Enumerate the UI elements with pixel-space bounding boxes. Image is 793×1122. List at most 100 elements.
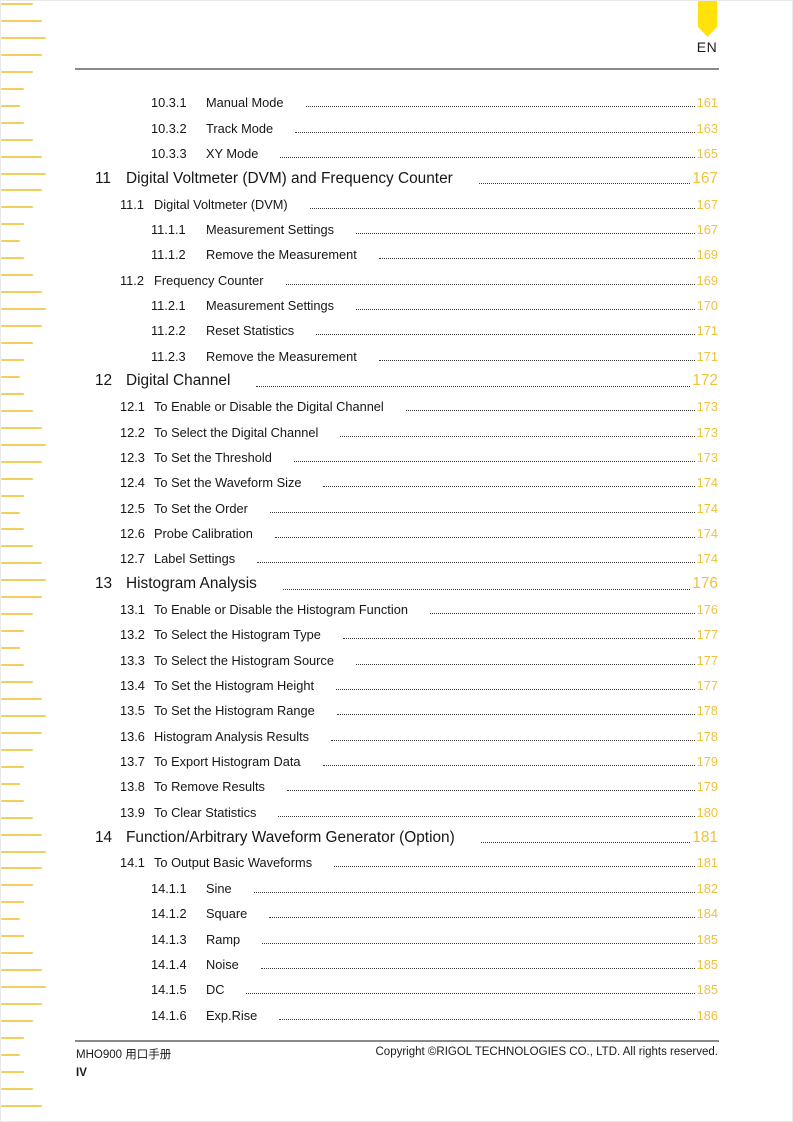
toc-entry-number: 13.6: [120, 728, 145, 744]
toc-entry[interactable]: 11.1 Digital Voltmeter (DVM) 167: [76, 191, 718, 216]
toc-entry[interactable]: 12.1 To Enable or Disable the Digital Cha…: [76, 394, 718, 419]
toc-entry-title: Measurement Settings: [206, 221, 335, 237]
toc-entry-page: 179: [696, 779, 718, 795]
dot-leader: [262, 942, 695, 944]
toc-entry[interactable]: 14.1 To Output Basic Waveforms 181: [76, 850, 718, 875]
edge-mark: [1, 782, 20, 785]
toc-entry-page: 184: [696, 906, 718, 922]
toc-entry[interactable]: 13.8 To Remove Results 179: [76, 774, 718, 799]
toc-entry[interactable]: 14.1.2 Square 184: [76, 901, 718, 926]
toc-entry[interactable]: 11.1.1 Measurement Settings 167: [76, 217, 718, 242]
toc-entry[interactable]: 10.3.3 XY Mode 165: [76, 141, 718, 166]
toc-entry[interactable]: 14.1.4 Noise 185: [76, 952, 718, 977]
toc-entry[interactable]: 10.3.1 Manual Mode 161: [76, 90, 718, 115]
dot-leader: [378, 359, 695, 361]
toc-entry[interactable]: 13.6 Histogram Analysis Results 178: [76, 724, 718, 749]
dot-leader: [342, 638, 695, 640]
toc-entry-page: 171: [696, 323, 718, 339]
dot-leader: [260, 967, 695, 969]
toc-entry[interactable]: 14.1.1 Sine 182: [76, 876, 718, 901]
toc-entry[interactable]: 12.7 Label Settings 174: [76, 546, 718, 571]
toc-entry[interactable]: 14.1.5 DC 185: [76, 977, 718, 1002]
toc-entry-title: Square: [206, 906, 248, 922]
edge-mark: [1, 1053, 20, 1056]
toc-entry[interactable]: 13 Histogram Analysis 176: [76, 572, 718, 597]
toc-entry-title: To Select the Histogram Type: [154, 627, 321, 643]
edge-mark: [1, 375, 20, 378]
dot-leader: [278, 815, 695, 817]
edge-mark: [1, 748, 33, 751]
toc-entry-title: Digital Voltmeter (DVM) and Frequency Co…: [126, 169, 453, 187]
edge-mark: [1, 1003, 43, 1006]
toc-entry-title: Function/Arbitrary Waveform Generator (O…: [126, 828, 455, 846]
toc-entry[interactable]: 13.3 To Select the Histogram Source 177: [76, 648, 718, 673]
toc-entry[interactable]: 14.1.3 Ramp 185: [76, 926, 718, 951]
toc-entry[interactable]: 12.5 To Set the Order 174: [76, 496, 718, 521]
toc-entry[interactable]: 11 Digital Voltmeter (DVM) and Frequency …: [76, 166, 718, 191]
toc-entry-number: 11.2.3: [151, 348, 186, 364]
toc-entry[interactable]: 12 Digital Channel 172: [76, 369, 718, 394]
dot-leader: [282, 588, 691, 590]
edge-mark: [1, 697, 43, 700]
toc-entry[interactable]: 11.1.2 Remove the Measurement 169: [76, 242, 718, 267]
toc-entry-page: 178: [696, 728, 718, 744]
toc-entry[interactable]: 13.9 To Clear Statistics 180: [76, 800, 718, 825]
toc-entry-number: 12.1: [120, 399, 145, 415]
edge-mark: [1, 765, 24, 768]
toc-entry[interactable]: 12.6 Probe Calibration 174: [76, 521, 718, 546]
edge-mark: [1, 494, 24, 497]
edge-mark: [1, 986, 46, 989]
toc-entry[interactable]: 11.2.3 Remove the Measurement 171: [76, 343, 718, 368]
dot-leader: [478, 183, 691, 185]
toc-entry-page: 176: [696, 602, 718, 618]
toc-entry-number: 13.9: [120, 804, 145, 820]
edge-mark: [1, 392, 24, 395]
toc-entry-title: To Set the Histogram Height: [154, 678, 315, 694]
toc-entry-page: 173: [696, 449, 718, 465]
toc-entry[interactable]: 11.2.2 Reset Statistics 171: [76, 318, 718, 343]
dot-leader: [378, 258, 695, 260]
toc-entry-page: 167: [696, 221, 718, 237]
toc-entry-page: 174: [696, 475, 718, 491]
edge-mark: [1, 172, 46, 175]
toc-entry[interactable]: 12.3 To Set the Threshold 173: [76, 445, 718, 470]
dot-leader: [316, 334, 695, 336]
toc-entry-number: 11.1: [120, 196, 144, 212]
toc-entry-page: 177: [696, 652, 718, 668]
toc-entry-title: To Set the Threshold: [154, 449, 272, 465]
edge-mark: [1, 918, 20, 921]
toc-entry[interactable]: 10.3.2 Track Mode 163: [76, 115, 718, 140]
toc-entry[interactable]: 12.4 To Set the Waveform Size 174: [76, 470, 718, 495]
dot-leader: [356, 308, 695, 310]
toc-entry[interactable]: 13.1 To Enable or Disable the Histogram F…: [76, 597, 718, 622]
toc-entry-number: 12: [95, 372, 113, 390]
toc-entry-number: 11.2.2: [151, 323, 186, 339]
edge-mark: [1, 426, 43, 429]
edge-mark: [1, 325, 43, 328]
toc-entry-number: 11: [95, 169, 111, 187]
toc-entry-title: DC: [206, 982, 225, 998]
toc-entry-title: To Set the Waveform Size: [154, 475, 302, 491]
toc-entry-page: 179: [696, 754, 718, 770]
dot-leader: [279, 1018, 695, 1020]
toc-entry[interactable]: 13.4 To Set the Histogram Height 177: [76, 673, 718, 698]
toc-entry[interactable]: 13.7 To Export Histogram Data 179: [76, 749, 718, 774]
edge-mark: [1, 952, 33, 955]
toc-entry[interactable]: 12.2 To Select the Digital Channel 173: [76, 419, 718, 444]
toc-entry-number: 12.6: [120, 526, 145, 542]
dot-leader: [285, 283, 695, 285]
toc-entry[interactable]: 11.2.1 Measurement Settings 170: [76, 293, 718, 318]
toc-entry-number: 14.1.3: [151, 931, 187, 947]
toc-entry-number: 11.1.2: [151, 247, 186, 263]
toc-entry-page: 180: [696, 804, 718, 820]
toc-entry-page: 169: [696, 247, 718, 263]
toc-entry[interactable]: 14 Function/Arbitrary Waveform Generator …: [76, 825, 718, 850]
toc-entry[interactable]: 14.1.6 Exp.Rise 186: [76, 1002, 718, 1027]
toc-entry[interactable]: 13.2 To Select the Histogram Type 177: [76, 622, 718, 647]
dot-leader: [356, 232, 695, 234]
toc-entry-number: 13.1: [120, 602, 145, 618]
toc-entry-title: To Export Histogram Data: [154, 754, 301, 770]
toc-entry[interactable]: 13.5 To Set the Histogram Range 178: [76, 698, 718, 723]
edge-mark: [1, 935, 24, 938]
toc-entry[interactable]: 11.2 Frequency Counter 169: [76, 267, 718, 292]
